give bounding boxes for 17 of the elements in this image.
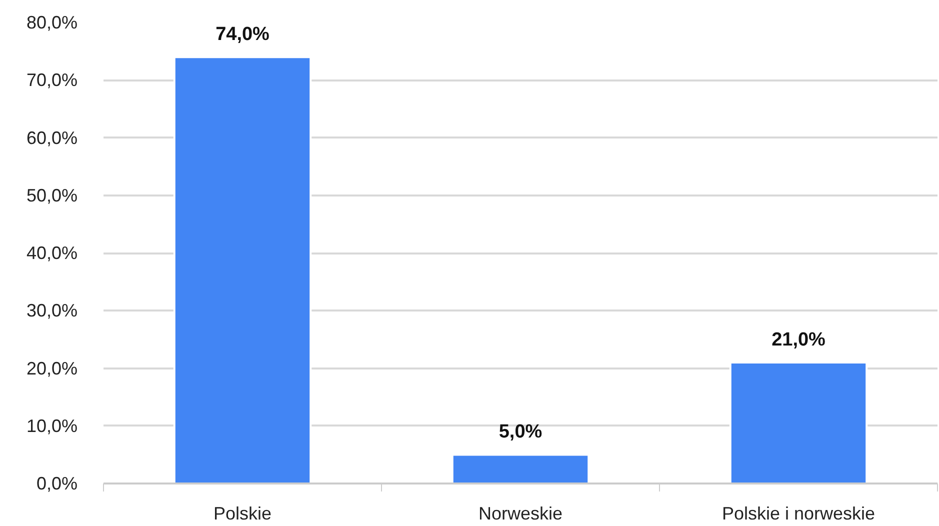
x-tick-label: Norweskie: [478, 504, 563, 524]
x-tick-label: Polskie: [213, 504, 272, 524]
y-tick-label: 50,0%: [26, 185, 78, 206]
data-label: 5,0%: [498, 422, 542, 443]
y-tick-label: 10,0%: [26, 416, 78, 436]
bar: [451, 454, 590, 484]
y-tick-label: 20,0%: [26, 358, 78, 378]
y-tick-label: 70,0%: [26, 70, 78, 90]
y-tick-label: 0,0%: [36, 474, 78, 494]
y-tick-label: 30,0%: [26, 300, 78, 321]
bar: [173, 56, 312, 484]
x-tick-label: Polskie i norweskie: [722, 504, 876, 524]
data-label: 21,0%: [772, 329, 826, 350]
data-label: 74,0%: [216, 24, 270, 46]
y-tick-label: 80,0%: [26, 12, 78, 32]
y-tick-label: 60,0%: [26, 128, 78, 148]
y-tick-label: 40,0%: [26, 243, 78, 263]
